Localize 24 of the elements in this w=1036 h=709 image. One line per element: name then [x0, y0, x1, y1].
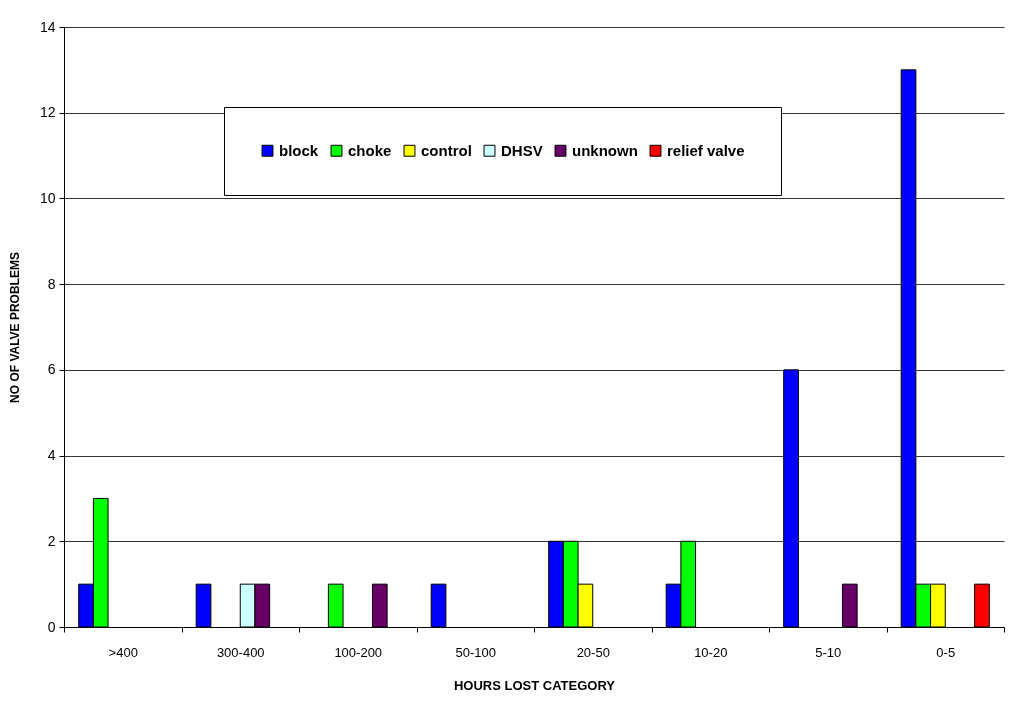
legend-label: control [421, 141, 472, 159]
legend-label: unknown [572, 141, 638, 159]
legend-label: DHSV [501, 141, 543, 159]
x-tick-label: 100-200 [334, 644, 383, 660]
y-tick-label: 14 [39, 18, 56, 35]
y-tick-label: 10 [39, 189, 56, 206]
x-tick-label: >400 [108, 644, 138, 660]
y-tick-label: 2 [47, 532, 56, 549]
x-tick-label: 0-5 [936, 644, 956, 660]
x-tick-label: 10-20 [694, 644, 728, 660]
y-axis-title: NO OF VALVE PROBLEMS [7, 252, 22, 403]
x-tick-label: 5-10 [815, 644, 842, 660]
x-tick-label: 50-100 [455, 644, 496, 660]
legend-label: choke [348, 141, 392, 159]
y-tick-label: 0 [47, 618, 56, 635]
y-tick-label: 8 [47, 275, 56, 292]
legend-label: relief valve [667, 141, 745, 159]
legend-label: block [279, 141, 319, 159]
y-tick-label: 4 [47, 447, 56, 464]
x-tick-label: 20-50 [576, 644, 610, 660]
y-tick-label: 6 [47, 361, 56, 378]
x-axis-title: HOURS LOST CATEGORY [453, 677, 616, 693]
x-tick-label: 300-400 [216, 644, 265, 660]
y-tick-label: 12 [39, 104, 56, 121]
